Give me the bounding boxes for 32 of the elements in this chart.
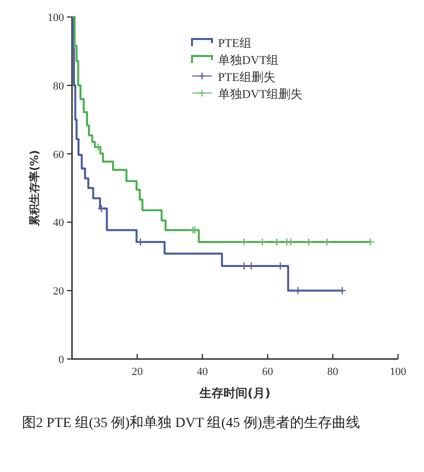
caption: 图2 PTE 组(35 例)和单独 DVT 组(45 例)患者的生存曲线	[22, 414, 362, 433]
point	[97, 204, 106, 213]
x-tick-label: 80	[327, 366, 339, 378]
point	[338, 286, 346, 295]
y-tick-label: 60	[53, 148, 64, 161]
x-axis-title: 生存时间(月)	[198, 386, 270, 400]
y-tick-label: 100	[48, 12, 64, 24]
point	[276, 262, 284, 270]
point	[240, 238, 248, 246]
x-tick-label: 40	[196, 366, 208, 378]
point	[136, 238, 145, 246]
point	[304, 238, 313, 246]
x-tick-label: 60	[262, 366, 274, 378]
y-tick-label: 40	[53, 217, 64, 230]
point	[272, 238, 281, 246]
point	[258, 238, 266, 246]
legend-label: 单独DVT组	[218, 53, 279, 67]
y-axis-title: 累积生存率(%)	[28, 150, 41, 228]
y-tick-label: 80	[53, 80, 64, 92]
legend-label: PTE组删失	[218, 70, 276, 84]
x-tick-label: 100	[390, 366, 407, 378]
point	[247, 262, 256, 270]
legend-label: PTE组	[218, 36, 252, 50]
point	[322, 238, 332, 246]
point	[366, 238, 374, 246]
y-tick-label: 0	[58, 354, 64, 366]
y-tick-label: 20	[53, 286, 64, 298]
x-tick-label: 20	[132, 366, 144, 378]
point	[94, 142, 102, 152]
legend-label: 单独DVT组删失	[218, 87, 303, 101]
point	[294, 286, 302, 295]
point	[240, 262, 248, 270]
